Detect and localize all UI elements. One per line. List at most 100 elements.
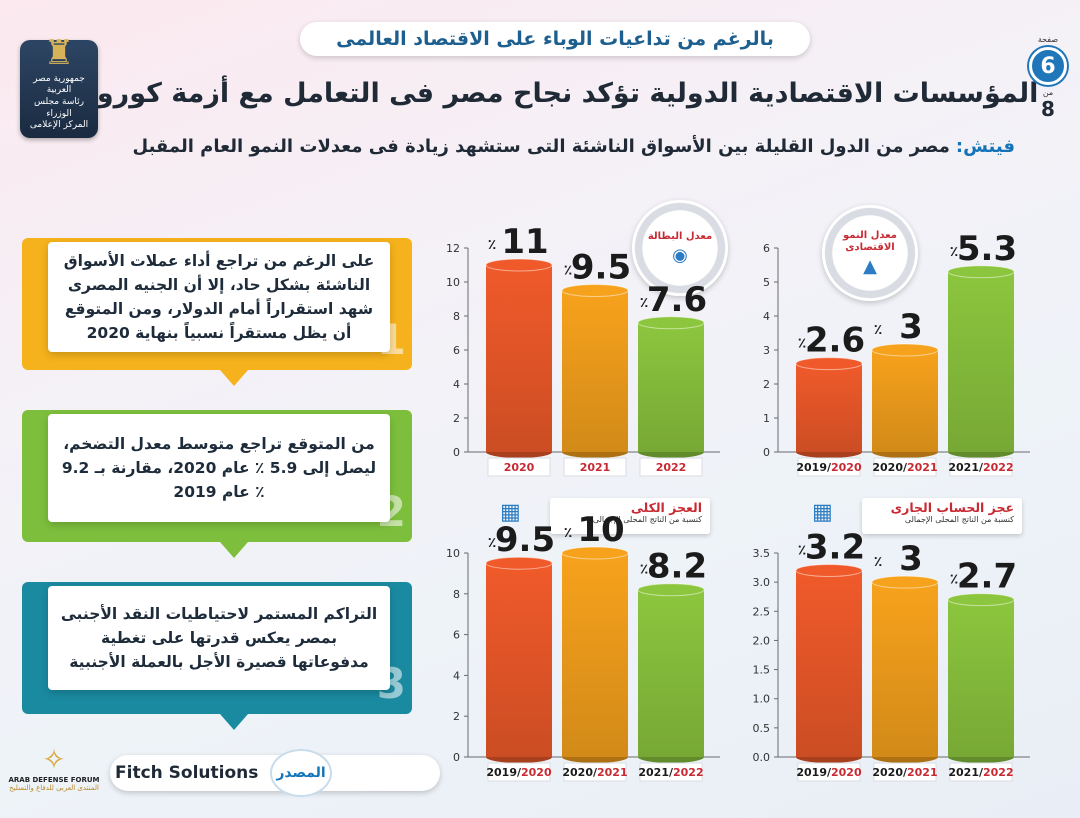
y-tick-label: 2 [763,378,770,391]
bar-top [637,316,705,330]
y-tick-label: 1.0 [753,693,771,706]
unemployment-badge: معدل البطالة ◉ [632,200,728,296]
current-account-sub: كنسبة من الناتج المحلى الإجمالى [904,515,1014,524]
x-tick-box [949,457,1013,477]
percent-sign: ٪ [798,336,807,352]
bar-group [561,546,629,763]
watermark-logo: ✧ ARAB DEFENSE FORUM المنتدى العربى للدف… [8,743,100,815]
growth-chart: 0 1 2 3 4 5 6 2.6 ٪ 2019/2020 3 ٪ 2020/2021 5.3 ٪ 2021/… [740,229,1040,480]
info-box-3: التراكم المستمر لاحتياطيات النقد الأجنبى… [48,586,390,690]
current-account-title: عجز الحساب الجارى [890,500,1014,515]
bar-group [637,316,705,458]
y-tick-label: 3.5 [753,547,771,560]
data-label: 7.6 [647,280,707,320]
bar [562,553,628,757]
bar-top [485,258,553,272]
bar [948,271,1014,452]
current-account-chart: 0.0 0.5 1.0 1.5 2.0 2.5 3.0 3.5 3.2 ٪ 2019/2020 3 ٪ 2… [740,527,1040,785]
x-tick-label: 2020 [504,461,535,474]
growth-badge-label: معدل النمو الاقتصادى [842,229,897,253]
x-tick-box [797,457,861,477]
x-tick-label: 2021/2022 [638,766,703,779]
y-tick-label: 0 [453,751,460,764]
bar-top [947,265,1015,279]
x-tick-box [563,762,627,782]
y-tick-label: 2.0 [753,634,771,647]
watermark-arabic: المنتدى العربى للدفاع والتسليح [9,783,99,792]
overall-deficit-sub: كنسبة من الناتج المحلى الإجمالى [592,515,702,524]
bar-group [947,265,1015,458]
bar [948,599,1014,757]
x-tick-box [563,457,627,477]
bar-top [871,343,939,357]
bar [638,322,704,452]
info-tail-2 [220,542,248,558]
x-tick-box [487,762,551,782]
y-tick-label: 0.0 [753,751,771,764]
overall-deficit-title: العجز الكلى [630,500,702,515]
y-tick-label: 2.5 [753,605,771,618]
bar-group [795,563,863,763]
page-title: المؤسسات الاقتصادية الدولية تؤكد نجاح مص… [76,77,1039,109]
bar-group [795,357,863,458]
data-label: 8.2 [647,547,707,587]
page-indicator: صفحة 6 من 8 [1028,35,1068,155]
data-label: 2.6 [805,321,865,361]
y-tick-label: 1 [763,412,770,425]
bar [872,350,938,452]
y-tick-label: 3.0 [753,576,771,589]
y-tick-label: 4 [453,669,460,682]
x-tick-label: 2021/2022 [948,766,1013,779]
data-label: 3 [899,307,923,347]
x-tick-label: 2020/2021 [562,766,627,779]
x-tick-label: 2020/2021 [872,766,937,779]
bar [486,563,552,757]
percent-sign: ٪ [950,244,959,260]
bar [486,265,552,452]
y-tick-label: 8 [453,588,460,601]
bar-group [871,343,939,458]
x-tick-label: 2021/2022 [948,461,1013,474]
percent-sign: ٪ [950,572,959,588]
page-of-label: من [1042,88,1054,97]
current-account-tag: عجز الحساب الجارى كنسبة من الناتج المحلى… [862,498,1022,534]
coins-chart-icon: ▦ [812,500,833,525]
fitch-name: فيتش: [955,135,1015,157]
info-text-1: على الرغم من تراجع أداء عملات الأسواق ال… [63,251,375,343]
unemployment-badge-label: معدل البطالة [647,230,713,242]
bar-top [795,357,863,371]
wings-icon: ✧ [42,743,66,776]
growth-chart-icon: ▲ [863,255,877,277]
bar-top [637,583,705,597]
eagle-emblem-icon: ♜ [43,32,75,73]
y-tick-label: 3 [763,344,770,357]
x-tick-box [797,762,861,782]
x-tick-label: 2021 [580,461,611,474]
data-label: 3.2 [805,527,865,567]
x-tick-label: 2019/2020 [486,766,552,779]
bar-group [485,258,553,458]
info-text-2: من المتوقع تراجع متوسط معدل التضخم، ليصل… [61,434,377,501]
bar-group [947,593,1015,763]
x-tick-label: 2020/2021 [872,461,937,474]
x-tick-box [487,457,551,477]
x-tick-box [949,762,1013,782]
data-label: 10 [577,510,624,550]
growth-badge: معدل النمو الاقتصادى ▲ [822,205,918,301]
bar-group [561,284,629,458]
y-tick-label: 4 [453,378,460,391]
percent-sign: ٪ [874,322,883,338]
overall-deficit-tag: العجز الكلى كنسبة من الناتج المحلى الإجم… [550,498,710,534]
bar-top [795,563,863,577]
percent-sign: ٪ [488,237,497,253]
bar [638,589,704,757]
bar [562,290,628,452]
y-tick-label: 0.5 [753,722,771,735]
y-tick-label: 0 [763,446,770,459]
bar [872,582,938,757]
current-page: 6 [1029,47,1067,85]
percent-sign: ٪ [798,542,807,558]
x-tick-label: 2019/2020 [796,766,862,779]
percent-sign: ٪ [640,295,649,311]
source-value: Fitch Solutions [115,763,259,783]
